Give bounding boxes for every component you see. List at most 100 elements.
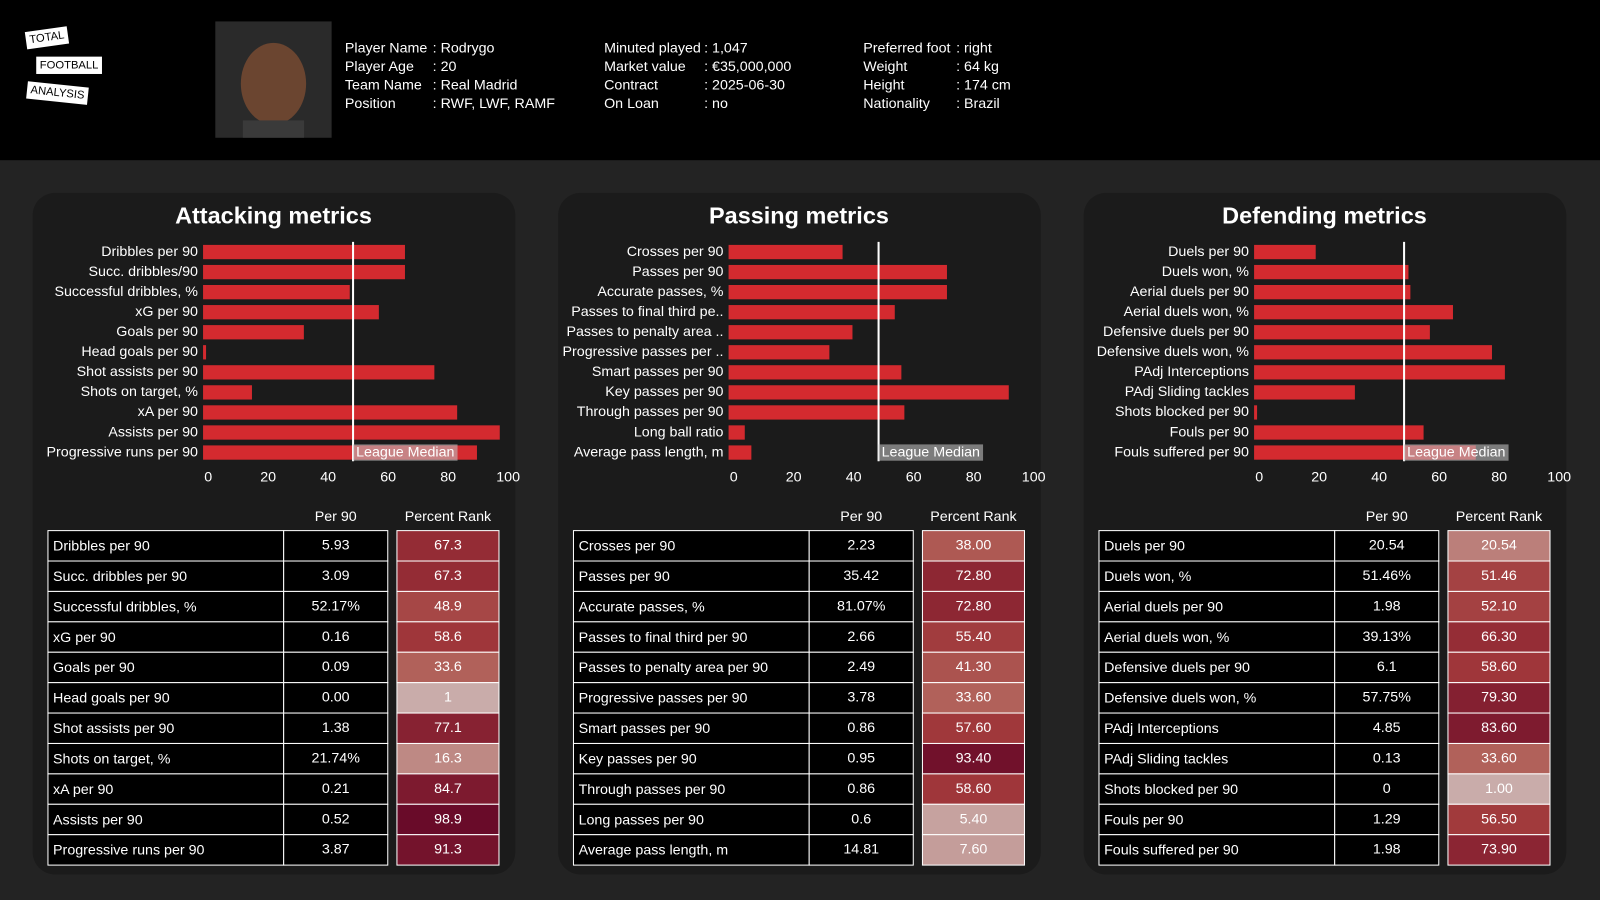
metric-name: Aerial duels won, % [1104,630,1230,646]
rank-cell [921,834,1025,866]
bar [1254,345,1492,360]
percent-rank: 58.6 [434,629,462,645]
bar-label: Fouls suffered per 90 [1114,444,1249,460]
metric-name: Fouls suffered per 90 [1104,843,1239,859]
percent-rank: 58.60 [1481,659,1517,675]
median-label-box [1404,444,1509,461]
info-value: : no [704,96,728,112]
rank-cell [396,742,500,775]
rank-cell [1447,590,1551,623]
percent-rank: 33.60 [1481,750,1517,766]
info-value: : right [956,41,992,57]
info-label: Nationality [863,96,930,112]
per90-value: 20.54 [1369,538,1405,554]
bar-label: Long ball ratio [634,424,724,440]
per90-value: 1.98 [1373,842,1401,858]
bar [203,345,207,360]
chart-title: Defending metrics [1222,203,1427,229]
column-header: Percent Rank [1456,509,1543,525]
percent-rank: 83.60 [1481,720,1517,736]
bar [728,365,902,380]
value-cell [283,834,389,866]
metric-name: Defensive duels per 90 [1104,660,1250,676]
percent-rank: 20.54 [1481,538,1517,554]
rank-cell [396,803,500,836]
bar-label: Progressive passes per .. [563,344,724,360]
value-cell [1334,682,1440,714]
name-cell [47,560,285,592]
rank-cell [396,712,500,744]
metric-name: Goals per 90 [53,660,135,676]
percent-rank: 72.80 [956,598,992,614]
metric-name: Shots blocked per 90 [1104,782,1238,798]
per90-value: 3.87 [322,842,350,858]
metric-name: Key passes per 90 [579,751,697,767]
bar [203,285,350,300]
bar [1254,305,1453,320]
rank-cell [921,803,1025,836]
metric-name: Duels per 90 [1104,539,1185,555]
bar [203,325,304,340]
per90-value: 0.95 [847,750,875,766]
per90-value: 57.75% [1363,690,1412,706]
player-photo-shirt [242,120,305,138]
bar-label: Assists per 90 [108,424,198,440]
bar-label: Smart passes per 90 [592,364,724,380]
logo-text: ANALYSIS [30,84,85,102]
value-cell [283,530,389,562]
value-cell [1334,621,1440,653]
percent-rank: 77.1 [434,720,462,736]
column-header: Percent Rank [405,509,492,525]
bar-label: Goals per 90 [116,324,198,340]
median-label: League Median [882,444,980,460]
percent-rank: 1.00 [1485,781,1513,797]
percent-rank: 79.30 [1481,690,1517,706]
value-cell [1334,560,1440,592]
metric-name: Head goals per 90 [53,691,170,707]
value-cell [1334,590,1440,623]
x-tick-label: 60 [906,469,922,485]
bar [728,385,1009,400]
bar-label: xG per 90 [135,304,198,320]
rank-cell [921,621,1025,653]
info-label: Height [863,77,904,93]
column-header: Per 90 [315,509,357,525]
per90-value: 5.93 [322,538,350,554]
info-label: Weight [863,59,907,75]
rank-cell [1447,530,1551,562]
percent-rank: 1 [444,690,452,706]
bar [728,264,947,280]
bar [1254,365,1505,380]
chart-title: Attacking metrics [175,203,372,229]
per90-value: 0.86 [847,781,875,797]
per90-value: 0.00 [322,690,350,706]
per90-value: 0.21 [322,781,350,797]
percent-rank: 55.40 [956,629,992,645]
bar-label: Average pass length, m [574,444,724,460]
percent-rank: 57.60 [956,720,992,736]
value-cell [808,651,914,684]
bar-label: PAdj Sliding tackles [1125,384,1249,400]
bar [1254,325,1430,340]
metric-name: Long passes per 90 [579,812,704,828]
metric-name: Succ. dribbles per 90 [53,569,187,585]
percent-rank: 48.9 [434,598,462,614]
value-cell [808,621,914,653]
per90-value: 14.81 [843,842,879,858]
per90-value: 2.49 [847,659,875,675]
x-tick-label: 80 [966,469,982,485]
logo-word: TOTAL [23,25,71,51]
median-label-box [878,444,984,461]
percent-rank: 72.80 [956,568,992,584]
rank-cell [1447,773,1551,805]
bar-label: Aerial duels per 90 [1130,284,1249,300]
name-cell [47,621,285,653]
bar [728,425,745,440]
value-cell [808,773,914,805]
per90-value: 51.46% [1363,568,1412,584]
info-label: Team Name [345,77,422,93]
info-value: : RWF, LWF, RAMF [433,96,556,112]
bar [728,445,752,460]
bar [203,365,435,380]
rank-cell [921,560,1025,592]
